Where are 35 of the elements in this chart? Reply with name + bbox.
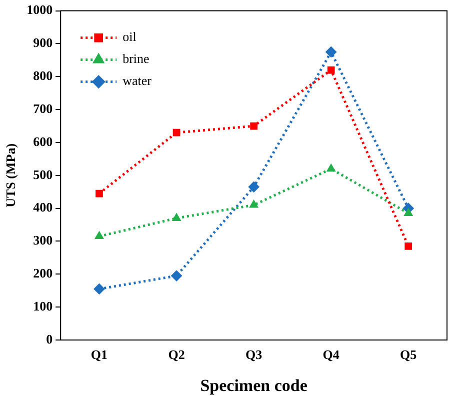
y-tick-label: 100 xyxy=(33,298,53,314)
y-tick-label: 700 xyxy=(33,100,53,116)
x-tick-label: Q3 xyxy=(245,347,263,362)
y-tick-label: 300 xyxy=(33,232,53,248)
y-tick-label: 1000 xyxy=(26,2,53,18)
legend-label: oil xyxy=(122,29,137,44)
point xyxy=(172,213,181,221)
point xyxy=(326,164,336,172)
x-axis-title: Specimen code xyxy=(200,376,308,396)
y-tick-label: 200 xyxy=(33,266,53,281)
y-tick-label: 800 xyxy=(33,68,53,83)
x-tick-label: Q4 xyxy=(322,347,340,362)
x-tick-label: Q1 xyxy=(90,347,108,362)
x-tick-label: Q2 xyxy=(168,347,185,362)
point xyxy=(94,231,104,240)
point xyxy=(250,122,258,130)
point xyxy=(327,66,335,74)
point xyxy=(94,283,105,294)
point xyxy=(404,208,413,216)
legend-label: water xyxy=(122,73,152,88)
y-tick-label: 600 xyxy=(33,134,53,149)
point xyxy=(172,128,180,136)
point xyxy=(248,181,260,192)
y-tick-label: 500 xyxy=(33,166,53,182)
point xyxy=(326,46,337,58)
legend-label: brine xyxy=(122,51,150,66)
y-axis-title: UTS (MPa) xyxy=(3,143,18,208)
y-tick-label: 0 xyxy=(46,331,53,346)
y-tick-label: 400 xyxy=(33,200,53,215)
y-tick-label: 900 xyxy=(33,35,53,50)
point xyxy=(96,190,103,198)
point xyxy=(404,242,412,250)
point xyxy=(171,270,182,282)
point xyxy=(249,200,258,208)
x-tick-label: Q5 xyxy=(400,347,418,362)
